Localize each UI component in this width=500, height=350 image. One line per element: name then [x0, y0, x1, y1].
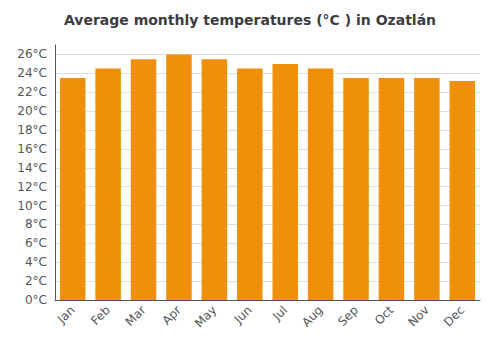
svg-text:10°C: 10°C — [17, 199, 47, 213]
svg-text:4°C: 4°C — [25, 255, 47, 269]
svg-text:Jan: Jan — [54, 303, 78, 327]
svg-text:Sep: Sep — [335, 303, 361, 329]
svg-text:24°C: 24°C — [17, 66, 47, 80]
svg-text:2°C: 2°C — [25, 274, 47, 288]
svg-text:Jun: Jun — [231, 303, 255, 327]
svg-text:Apr: Apr — [159, 303, 184, 328]
svg-text:Nov: Nov — [405, 303, 431, 329]
svg-text:Mar: Mar — [123, 303, 149, 329]
svg-text:16°C: 16°C — [17, 142, 47, 156]
svg-text:Feb: Feb — [88, 303, 113, 328]
svg-text:20°C: 20°C — [17, 104, 47, 118]
svg-text:14°C: 14°C — [17, 161, 47, 175]
svg-text:18°C: 18°C — [17, 123, 47, 137]
svg-text:Aug: Aug — [299, 303, 325, 329]
svg-text:22°C: 22°C — [17, 85, 47, 99]
svg-text:0°C: 0°C — [25, 293, 47, 307]
svg-text:Oct: Oct — [372, 303, 397, 328]
svg-text:8°C: 8°C — [25, 217, 47, 231]
svg-text:12°C: 12°C — [17, 180, 47, 194]
svg-text:Average monthly temperatures (: Average monthly temperatures (°C ) in Oz… — [64, 12, 436, 28]
svg-text:26°C: 26°C — [17, 47, 47, 61]
svg-text:Jul: Jul — [269, 303, 290, 324]
svg-text:Dec: Dec — [441, 303, 467, 329]
svg-text:May: May — [192, 303, 219, 330]
svg-text:6°C: 6°C — [25, 236, 47, 250]
